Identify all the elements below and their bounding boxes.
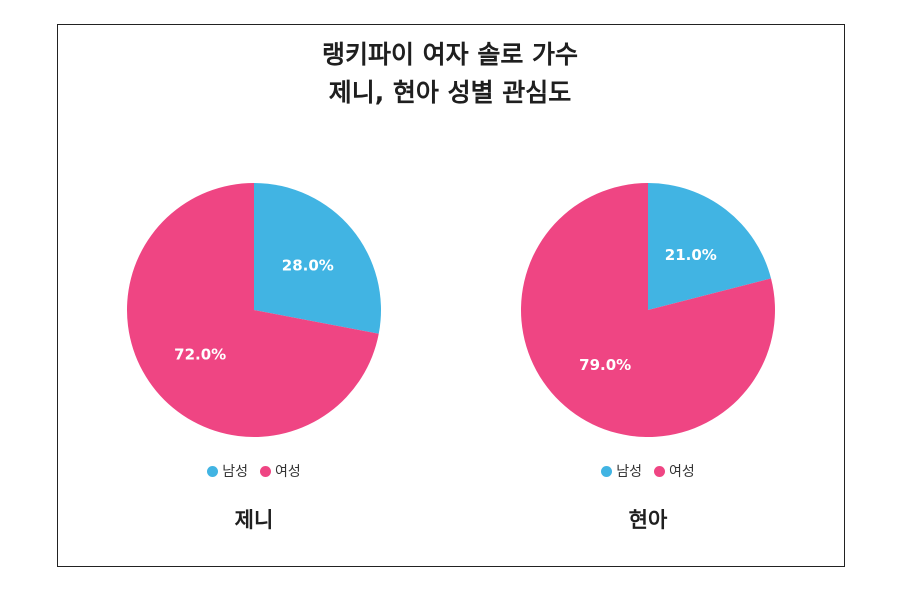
legend-item-male[interactable]: 남성 <box>207 461 248 481</box>
pie-chart-hyuna: 21.0% 79.0% <box>520 183 775 438</box>
legend-item-female[interactable]: 여성 <box>654 461 695 481</box>
pie-label-female: 79.0% <box>579 356 631 374</box>
legend-dot-male <box>601 465 613 477</box>
chart-name-hyuna: 현아 <box>628 508 668 532</box>
legend-hyuna: 남성 여성 <box>548 461 748 481</box>
legend-label-male: 남성 <box>616 464 642 480</box>
chart-title: 랭키파이 여자 솔로 가수 제니, 현아 성별 관심도 <box>0 36 900 112</box>
legend-label-male: 남성 <box>222 464 248 480</box>
legend-dot-male <box>207 465 219 477</box>
chart-name-jennie: 제니 <box>234 508 274 532</box>
pie-label-male: 28.0% <box>282 257 334 275</box>
chart-title-line-2: 제니, 현아 성별 관심도 <box>328 78 572 107</box>
legend-item-male[interactable]: 남성 <box>601 461 642 481</box>
pie-slice-female[interactable] <box>520 183 775 438</box>
legend-jennie: 남성 여성 <box>154 461 354 481</box>
legend-dot-female <box>654 465 665 477</box>
pie-label-female: 72.0% <box>174 346 226 364</box>
pie-slice-male[interactable] <box>648 183 772 310</box>
pie-label-male: 21.0% <box>665 246 717 264</box>
pie-slice-female[interactable] <box>126 182 379 437</box>
legend-item-female[interactable]: 여성 <box>260 461 301 481</box>
legend-dot-female <box>260 465 271 477</box>
pie-slice-male[interactable] <box>254 183 382 334</box>
legend-label-female: 여성 <box>669 464 695 480</box>
pie-chart-jennie: 28.0% 72.0% <box>126 182 382 437</box>
legend-label-female: 여성 <box>275 464 301 480</box>
chart-title-line-1: 랭키파이 여자 솔로 가수 <box>321 40 579 69</box>
